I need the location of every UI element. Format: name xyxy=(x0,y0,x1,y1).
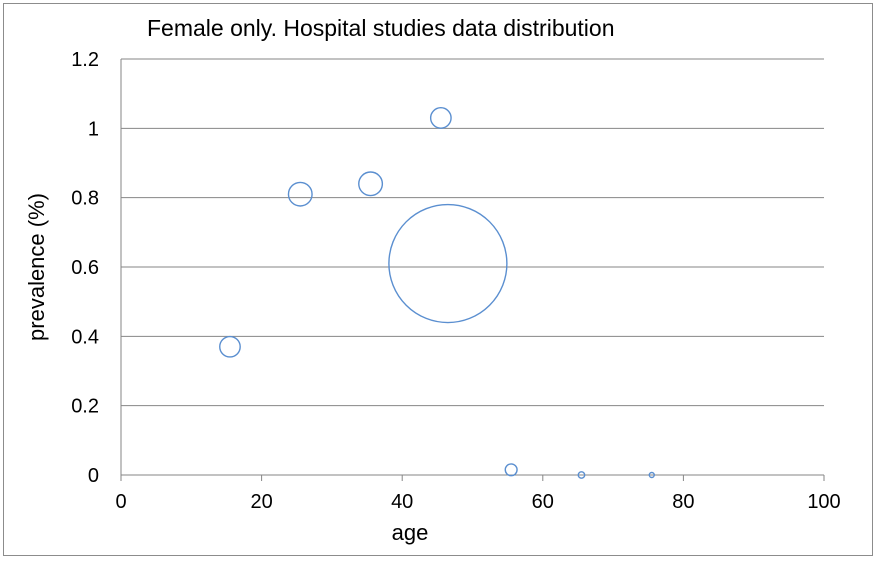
x-tick-label: 40 xyxy=(391,491,413,513)
bubble-point-6 xyxy=(577,471,586,479)
bubble-point-7 xyxy=(648,471,655,479)
y-tick-label: 0.4 xyxy=(71,326,99,348)
x-tick-label: 20 xyxy=(250,491,272,513)
x-tick-label: 0 xyxy=(115,491,126,513)
chart-title: Female only. Hospital studies data distr… xyxy=(147,15,615,41)
bubble-point-0 xyxy=(219,335,241,358)
y-tick-label: 0.2 xyxy=(71,396,99,418)
y-tick-label: 1.2 xyxy=(71,49,99,71)
bubble-point-2 xyxy=(358,171,384,197)
y-tick-label: 0.6 xyxy=(71,257,99,279)
y-tick-label: 1 xyxy=(88,118,99,140)
y-axis-title: prevalence (%) xyxy=(24,193,49,341)
x-tick-label: 80 xyxy=(672,491,694,513)
y-tick-label: 0 xyxy=(88,465,99,487)
bubble-point-1 xyxy=(287,181,313,207)
x-axis-title: age xyxy=(392,520,429,545)
x-tick-label: 100 xyxy=(807,491,840,513)
bubble-point-5 xyxy=(504,463,518,477)
x-tick-label: 60 xyxy=(532,491,554,513)
bubble-point-3 xyxy=(429,107,452,129)
y-tick-label: 0.8 xyxy=(71,188,99,210)
bubble-point-4 xyxy=(388,203,508,324)
chart-frame xyxy=(3,3,873,556)
